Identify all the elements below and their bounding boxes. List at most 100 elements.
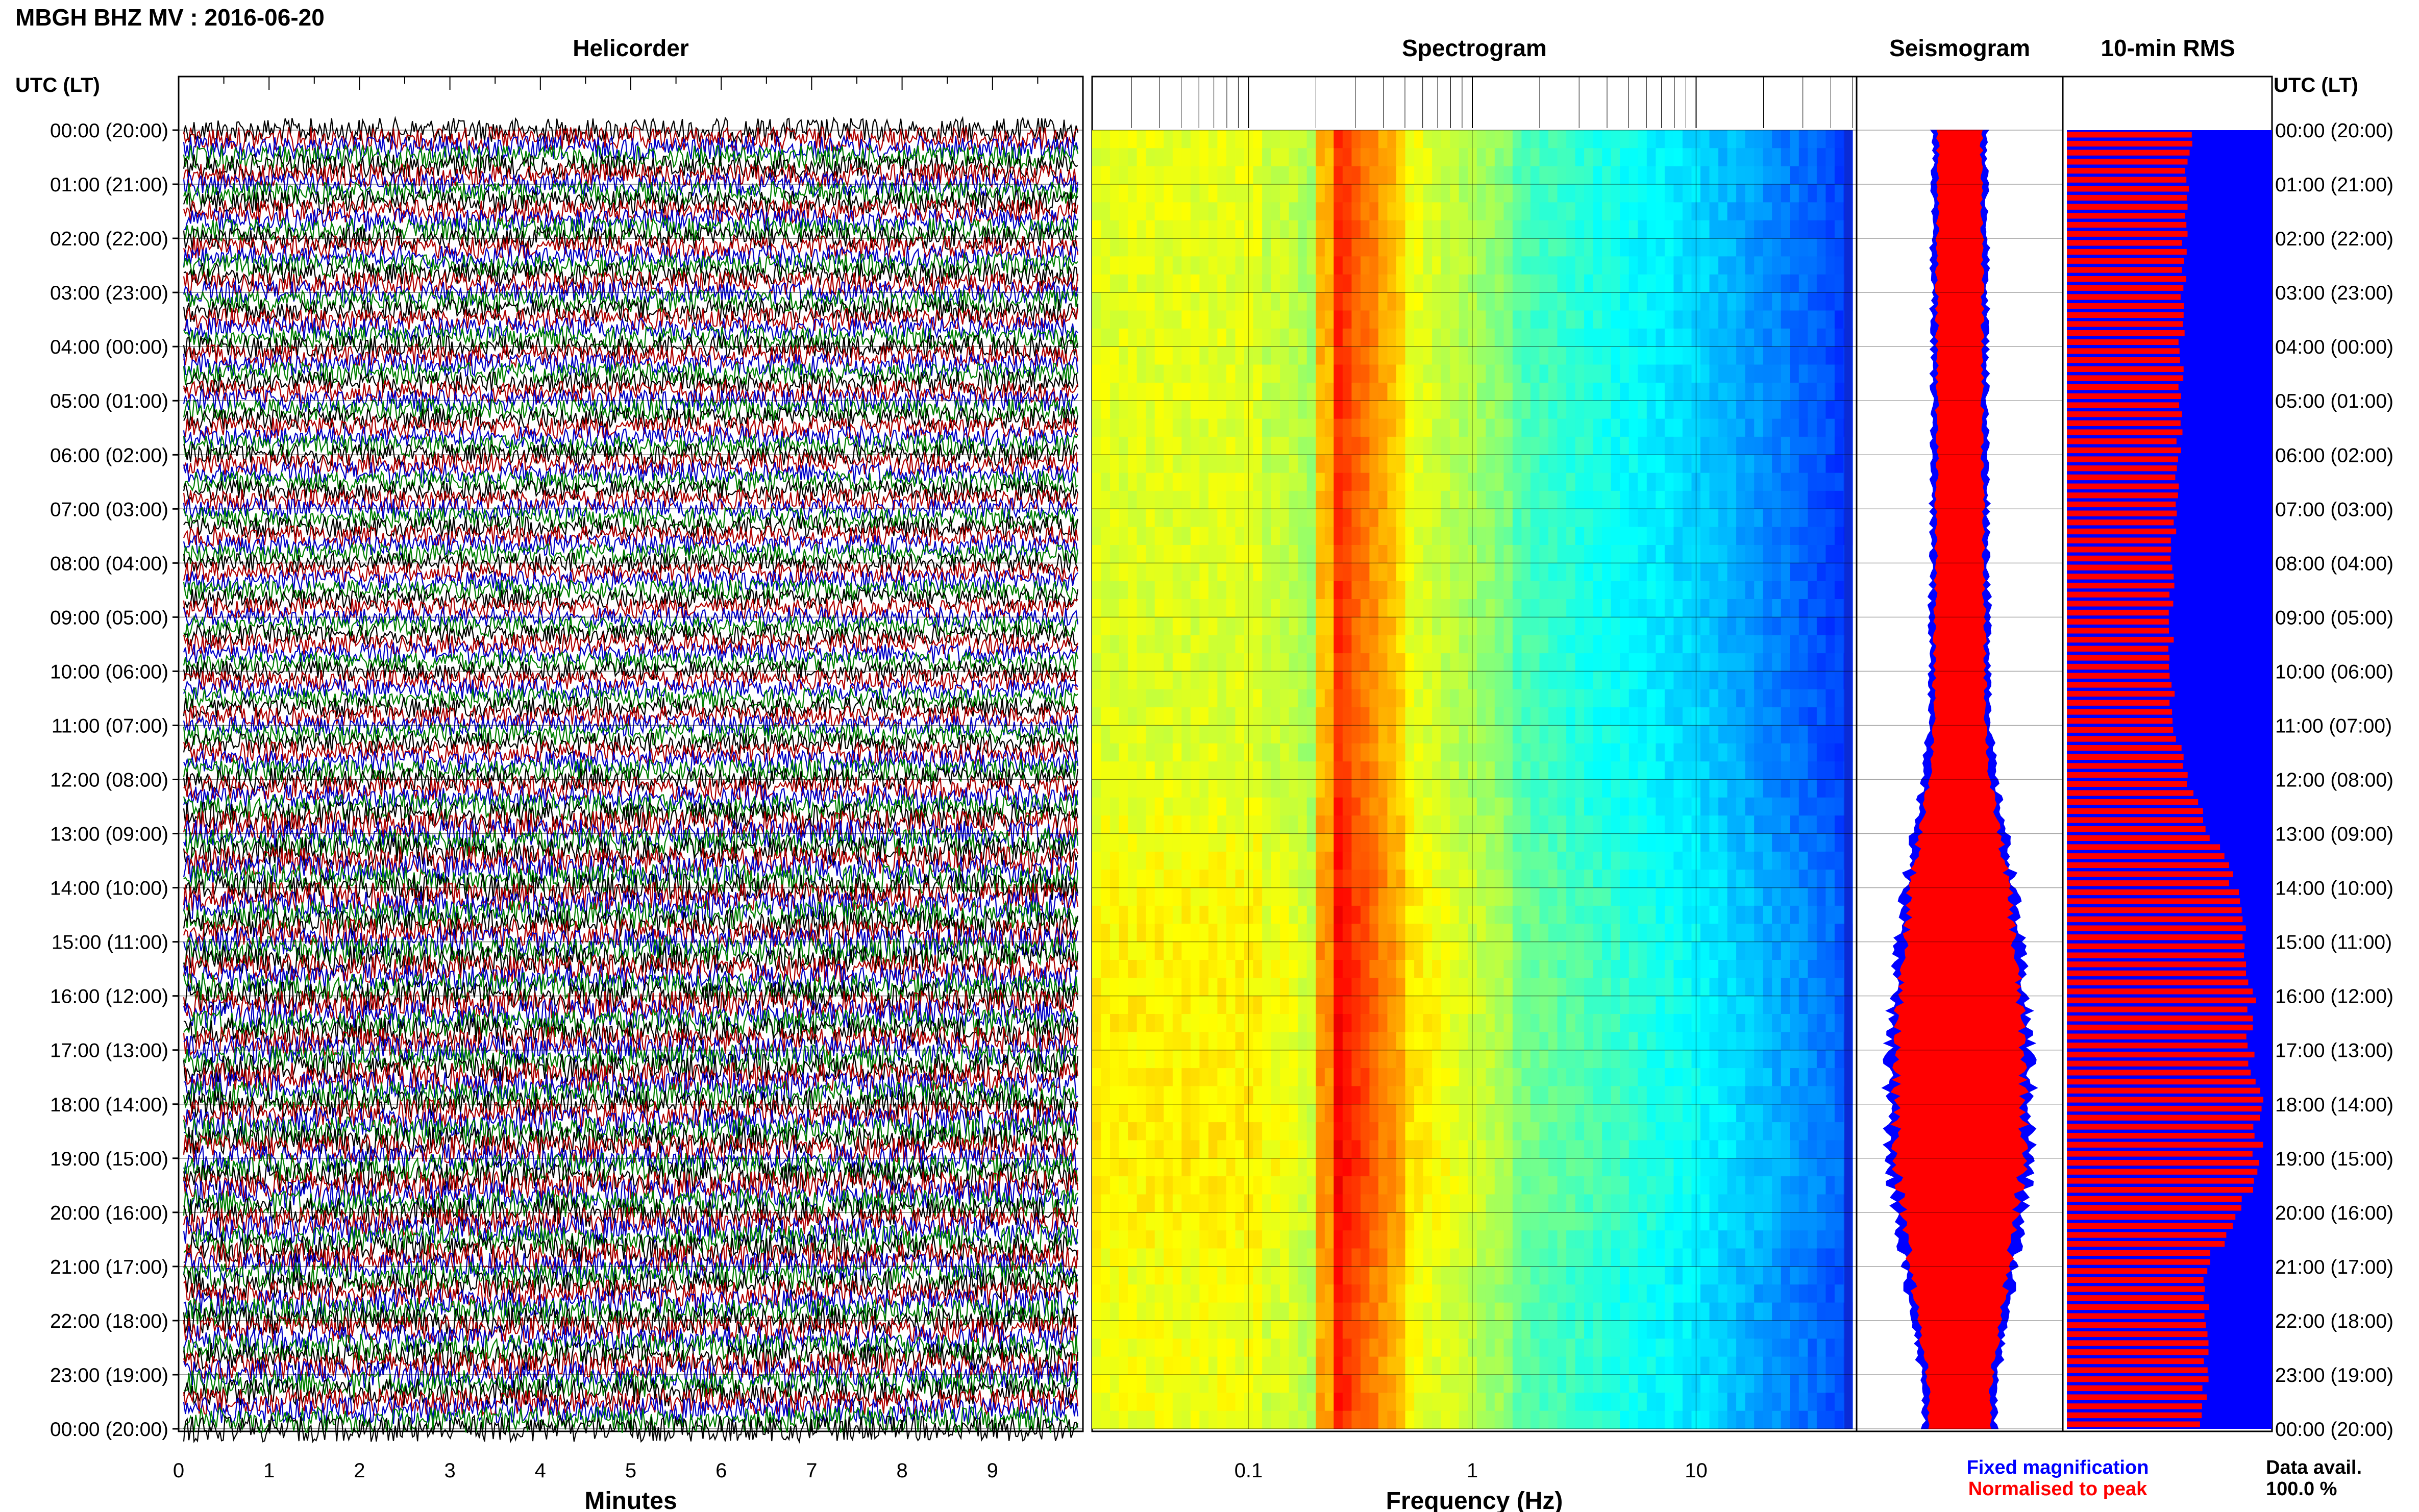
spectrogram-cell (1316, 418, 1325, 437)
spectrogram-cell (1092, 707, 1102, 726)
spectrogram-cell (1181, 455, 1191, 474)
helicorder-trace (183, 361, 1078, 386)
spectrogram-cell (1575, 743, 1585, 762)
spectrogram-cell (1628, 617, 1638, 636)
spectrogram-cell (1566, 545, 1576, 563)
spectrogram-cell (1396, 509, 1406, 528)
spectrogram-cell (1110, 1086, 1120, 1105)
spectrogram-cell (1280, 635, 1290, 654)
spectrogram-cell (1584, 328, 1594, 347)
spectrogram-cell (1486, 473, 1495, 491)
spectrogram-cell (1646, 238, 1656, 257)
spectrogram-cell (1691, 401, 1701, 419)
spectrogram-cell (1154, 996, 1164, 1014)
spectrogram-cell (1154, 184, 1164, 203)
spectrogram-cell (1208, 1104, 1218, 1123)
spectrogram-cell (1611, 563, 1620, 582)
spectrogram-cell (1199, 581, 1209, 600)
spectrogram-cell (1611, 274, 1620, 293)
spectrogram-cell (1530, 545, 1540, 563)
spectrogram-cell (1414, 996, 1424, 1014)
helicorder-trace (183, 731, 1079, 757)
spectrogram-cell (1217, 671, 1227, 690)
spectrogram-cell (1208, 310, 1218, 329)
spectrogram-cell (1172, 473, 1182, 491)
spectrogram-cell (1119, 635, 1128, 654)
spectrogram-cell (1199, 1068, 1209, 1086)
spectrogram-cell (1450, 797, 1460, 816)
spectrogram-cell (1334, 1140, 1343, 1159)
spectrogram-cell (1557, 581, 1567, 600)
spectrogram-cell (1816, 725, 1826, 744)
spectrogram-cell (1602, 1104, 1612, 1123)
spectrogram-cell (1816, 653, 1826, 672)
spectrogram-cell (1199, 1140, 1209, 1159)
spectrogram-cell (1575, 1104, 1585, 1123)
spectrogram-cell (1566, 761, 1576, 780)
spectrogram-cell (1244, 779, 1254, 798)
spectrogram-cell (1494, 202, 1504, 221)
spectrogram-cell (1602, 455, 1612, 474)
spectrogram-cell (1664, 833, 1674, 852)
spectrogram-cell (1289, 960, 1298, 978)
spectrogram-cell (1808, 401, 1817, 419)
spectrogram-cell (1101, 509, 1110, 528)
spectrogram-cell (1781, 1068, 1790, 1086)
spectrogram-cell (1387, 1122, 1397, 1141)
spectrogram-cell (1190, 490, 1200, 509)
spectrogram-cell (1226, 563, 1236, 582)
spectrogram-cell (1521, 274, 1531, 293)
spectrogram-cell (1092, 256, 1102, 275)
spectrogram-cell (1387, 256, 1397, 275)
spectrogram-cell (1772, 545, 1782, 563)
spectrogram-cell (1387, 346, 1397, 365)
spectrogram-cell (1646, 833, 1656, 852)
spectrogram-cell (1217, 978, 1227, 997)
spectrogram-cell (1754, 960, 1764, 978)
spectrogram-cell (1208, 184, 1218, 203)
spectrogram-cell (1691, 220, 1701, 239)
spectrogram-cell (1620, 184, 1630, 203)
spectrogram-cell (1324, 130, 1334, 148)
spectrogram-cell (1664, 509, 1674, 528)
spectrogram-cell (1280, 960, 1290, 978)
spectrogram-cell (1512, 346, 1522, 365)
spectrogram-cell (1253, 1068, 1263, 1086)
spectrogram-cell (1306, 779, 1316, 798)
spectrogram-cell (1190, 310, 1200, 329)
spectrogram-cell (1378, 328, 1388, 347)
spectrogram-cell (1298, 382, 1307, 401)
spectrogram-cell (1494, 1122, 1504, 1141)
spectrogram-cell (1486, 581, 1495, 600)
spectrogram-cell (1781, 184, 1790, 203)
spectrogram-cell (1494, 1104, 1504, 1123)
spectrogram-cell (1566, 617, 1576, 636)
spectrogram-cell (1441, 220, 1450, 239)
spectrogram-cell (1512, 1032, 1522, 1051)
spectrogram-cell (1414, 473, 1424, 491)
spectrogram-cell (1548, 184, 1558, 203)
spectrogram-cell (1539, 202, 1549, 221)
spectrogram-cell (1834, 274, 1844, 293)
spectrogram-cell (1602, 509, 1612, 528)
spectrogram-cell (1808, 924, 1817, 943)
spectrogram-cell (1271, 905, 1280, 924)
helicorder-trace (183, 569, 1078, 593)
spectrogram-cell (1298, 1032, 1307, 1051)
spectrogram-cell (1682, 1086, 1692, 1105)
spectrogram-cell (1709, 941, 1719, 960)
spectrogram-cell (1342, 851, 1352, 870)
spectrogram-cell (1137, 346, 1146, 365)
spectrogram-cell (1253, 509, 1263, 528)
spectrogram-cell (1593, 274, 1602, 293)
spectrogram-cell (1790, 725, 1799, 744)
spectrogram-cell (1342, 490, 1352, 509)
spectrogram-cell (1825, 527, 1835, 546)
spectrogram-cell (1727, 689, 1737, 708)
spectrogram-cell (1486, 815, 1495, 834)
spectrogram-cell (1369, 941, 1379, 960)
spectrogram-cell (1718, 563, 1728, 582)
spectrogram-cell (1521, 743, 1531, 762)
spectrogram-cell (1190, 743, 1200, 762)
spectrogram-cell (1289, 653, 1298, 672)
